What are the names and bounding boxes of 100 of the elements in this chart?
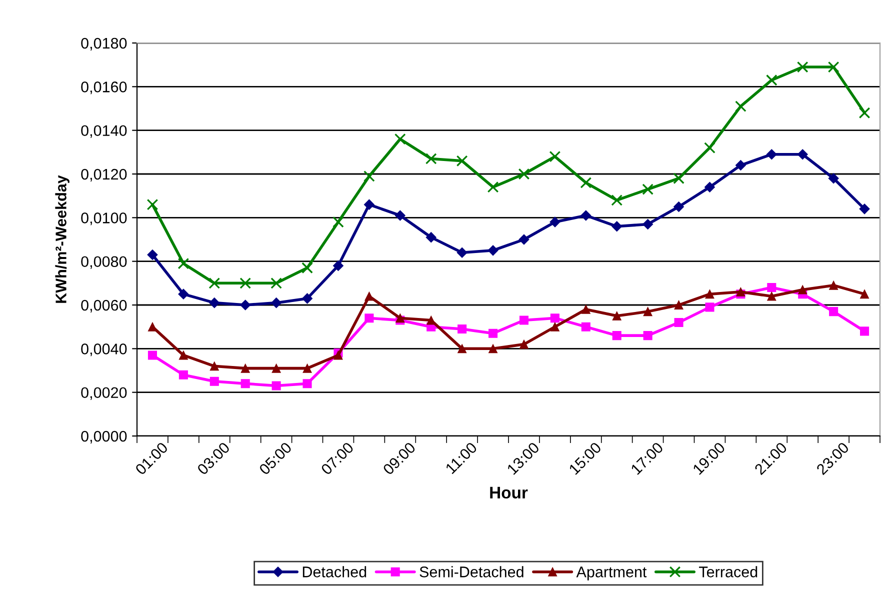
point: [674, 300, 684, 310]
point: [642, 184, 654, 195]
point: [240, 277, 252, 289]
y-tick-label: 0,0020: [81, 387, 127, 400]
point: [488, 344, 498, 354]
point: [581, 304, 590, 314]
point: [178, 370, 188, 380]
point: [643, 307, 652, 316]
point: [828, 61, 840, 73]
point: [272, 381, 281, 390]
point: [580, 177, 592, 188]
point: [147, 250, 158, 260]
point: [240, 364, 250, 373]
legend-label: Apartment: [576, 566, 647, 580]
point: [704, 182, 715, 192]
point: [705, 302, 714, 312]
point: [859, 204, 870, 214]
point: [240, 300, 251, 310]
point: [611, 194, 623, 206]
y-tick-label: 0,0040: [81, 344, 127, 356]
point: [704, 142, 716, 154]
point: [364, 314, 374, 323]
point: [736, 287, 746, 296]
point: [148, 350, 157, 360]
point: [209, 298, 220, 308]
point: [550, 216, 560, 228]
point: [302, 262, 313, 274]
point: [210, 362, 219, 371]
point: [394, 210, 406, 221]
point: [766, 149, 777, 160]
point: [735, 160, 746, 171]
point: [488, 245, 498, 256]
point: [456, 155, 468, 167]
point: [364, 199, 374, 210]
point: [519, 340, 528, 349]
point: [456, 247, 468, 258]
point: [364, 292, 374, 301]
y-tick-label: 0,0060: [81, 300, 127, 312]
point: [210, 376, 219, 386]
point: [796, 61, 808, 73]
point: [488, 328, 498, 338]
point: [612, 331, 622, 340]
point: [302, 293, 313, 304]
point: [674, 318, 684, 327]
point: [363, 170, 375, 182]
point: [332, 260, 344, 271]
y-tick-label: 0,0180: [81, 38, 127, 50]
point: [767, 283, 776, 292]
point: [673, 172, 684, 184]
point: [332, 216, 344, 228]
point: [426, 232, 436, 243]
point: [458, 324, 467, 334]
legend-label: Detached: [302, 566, 366, 578]
point: [302, 379, 312, 388]
point: [767, 292, 776, 301]
point: [272, 364, 281, 373]
point: [425, 153, 437, 164]
y-tick-label: 0,0080: [81, 256, 127, 269]
point: [612, 311, 622, 320]
point: [518, 234, 530, 245]
point: [208, 277, 220, 289]
y-axis-title: KWh/m²-Weekday: [55, 175, 70, 303]
point: [766, 74, 778, 86]
point: [458, 344, 467, 354]
x-axis-title: Hour: [490, 486, 528, 499]
legend-label: Semi-Detached: [420, 566, 524, 578]
point: [829, 280, 838, 290]
point: [612, 221, 622, 232]
point: [828, 173, 839, 184]
point: [519, 316, 528, 325]
point: [549, 150, 561, 162]
point: [302, 364, 312, 373]
point: [146, 198, 158, 210]
point: [705, 290, 714, 299]
point: [270, 277, 282, 289]
y-tick-label: 0,0160: [81, 82, 127, 94]
point: [178, 258, 190, 270]
point: [550, 322, 560, 332]
point: [240, 379, 250, 388]
point: [642, 218, 654, 230]
y-tick-label: 0,0140: [81, 125, 127, 138]
point: [860, 326, 870, 336]
point: [858, 107, 870, 119]
point: [271, 298, 282, 308]
y-tick-label: 0,0000: [81, 430, 127, 444]
legend-label: Terraced: [699, 566, 758, 578]
point: [580, 210, 592, 221]
point: [178, 288, 189, 300]
point: [550, 314, 560, 323]
point: [178, 350, 188, 360]
point: [829, 307, 838, 316]
point: [394, 133, 406, 145]
point: [581, 322, 590, 332]
point: [518, 168, 530, 180]
point: [674, 201, 684, 212]
point: [734, 100, 746, 112]
point: [798, 285, 808, 294]
point: [797, 149, 808, 160]
y-tick-label: 0,0100: [81, 212, 127, 226]
point: [487, 181, 499, 193]
